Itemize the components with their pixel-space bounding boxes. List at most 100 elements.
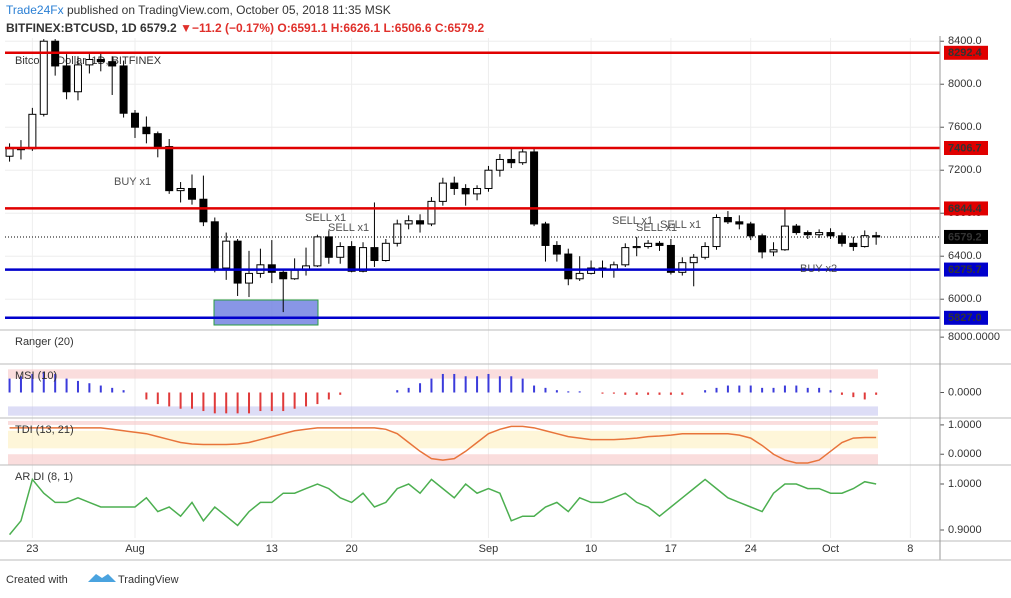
symbol: BITFINEX:BTCUSD, 1D	[6, 21, 137, 35]
candle-body	[313, 236, 322, 267]
annotation: SELL x1	[612, 215, 653, 227]
author[interactable]: Trade24Fx	[6, 3, 64, 17]
candle-body	[780, 225, 789, 251]
candle-body	[347, 246, 356, 272]
candle-body	[233, 240, 242, 284]
candle-body	[484, 169, 493, 189]
histogram-bar	[259, 392, 262, 412]
histogram-bar	[453, 373, 456, 393]
x-tick-label: 13	[266, 543, 278, 555]
y-tick-label: 7200.0	[948, 164, 982, 176]
candle-body	[655, 242, 664, 246]
histogram-bar	[681, 392, 684, 395]
y-tick-label: 8400.0	[948, 35, 982, 47]
pane-title: AR DI (8, 1)	[15, 471, 73, 483]
histogram-bar	[772, 387, 775, 393]
y-tick-label: 1.0000	[948, 478, 982, 490]
histogram-bar	[191, 392, 193, 409]
candle-body	[199, 198, 208, 223]
published: published on TradingView.com, October 05…	[67, 3, 391, 17]
candle-body	[575, 272, 584, 280]
histogram-bar	[487, 373, 490, 393]
histogram-bar	[99, 385, 102, 393]
annotation: BUY x1	[114, 176, 151, 188]
histogram-bar	[658, 392, 661, 395]
candle-body	[461, 187, 470, 195]
annotation: BUY x2	[800, 263, 837, 275]
x-tick-label: 8	[907, 543, 913, 555]
candle-body	[142, 126, 151, 135]
candle-body	[450, 182, 459, 189]
candle-body	[860, 235, 869, 248]
candle-body	[153, 133, 162, 148]
candle-body	[473, 187, 482, 195]
histogram-bar	[419, 383, 422, 393]
x-tick-label: Sep	[479, 543, 499, 555]
histogram-bar	[510, 376, 513, 393]
histogram-bar	[316, 392, 319, 405]
footer-brand[interactable]: TradingView	[118, 574, 179, 586]
histogram-bar	[544, 387, 547, 393]
histogram-bar	[612, 392, 615, 394]
candle-body	[279, 271, 288, 280]
histogram-bar	[464, 376, 467, 393]
candle-body	[644, 242, 653, 248]
pane-band	[8, 406, 878, 416]
candle-body	[324, 236, 333, 258]
histogram-bar	[407, 387, 410, 393]
histogram-bar	[111, 387, 114, 393]
histogram-bar	[635, 392, 638, 395]
candle-body	[495, 158, 504, 171]
candle-body	[245, 272, 254, 284]
candle-body	[381, 242, 390, 262]
annotation: SELL x1	[328, 222, 369, 234]
price-level-label: 6275.7	[948, 264, 982, 276]
x-tick-label: 23	[26, 543, 38, 555]
y-tick-label: 0.0000	[948, 386, 982, 398]
candle-body	[507, 158, 516, 164]
price-level-tag	[944, 140, 988, 155]
candle-body	[872, 235, 881, 238]
price-level-tag	[944, 262, 988, 277]
candle-body	[837, 235, 846, 244]
histogram-bar	[8, 378, 11, 393]
pane-band	[8, 369, 878, 379]
candle-body	[678, 262, 687, 273]
histogram-bar	[795, 385, 798, 393]
pane-band	[8, 421, 878, 425]
candle-body	[689, 256, 698, 264]
candle-body	[176, 187, 185, 192]
change: −11.2 (−0.17%)	[192, 21, 274, 35]
high: H:6626.1	[331, 21, 381, 35]
histogram-bar	[761, 387, 764, 393]
histogram-bar	[19, 376, 22, 393]
y-tick-label: 8000.0000	[948, 331, 1000, 343]
close: C:6579.2	[435, 21, 485, 35]
price-level-tag	[944, 310, 988, 325]
tv-logo	[88, 574, 116, 582]
histogram-bar	[704, 390, 707, 393]
histogram-bar	[863, 392, 866, 400]
annotation: SELL x1	[636, 222, 677, 234]
candle-body	[746, 223, 755, 237]
price-level-label: 6844.4	[948, 203, 983, 215]
histogram-bar	[179, 392, 182, 409]
candle-body	[427, 200, 436, 225]
arrow: ▼	[180, 21, 192, 35]
pane-title: MSI (10)	[15, 370, 57, 382]
price-level-tag	[944, 229, 988, 244]
candle-body	[632, 246, 641, 249]
price-level-label: 5827.0	[948, 312, 982, 324]
histogram-bar	[430, 378, 433, 393]
candle-body	[119, 65, 128, 114]
candle-body	[541, 223, 550, 246]
symbol-line: BITFINEX:BTCUSD, 1D 6579.2 ▼−11.2 (−0.17…	[6, 21, 485, 35]
y-tick-label: 7600.0	[948, 121, 982, 133]
histogram-bar	[669, 392, 672, 395]
histogram-bar	[225, 392, 228, 414]
histogram-bar	[54, 373, 57, 393]
candle-body	[792, 225, 801, 234]
x-tick-label: 24	[745, 543, 757, 555]
last-price: 6579.2	[140, 21, 177, 35]
